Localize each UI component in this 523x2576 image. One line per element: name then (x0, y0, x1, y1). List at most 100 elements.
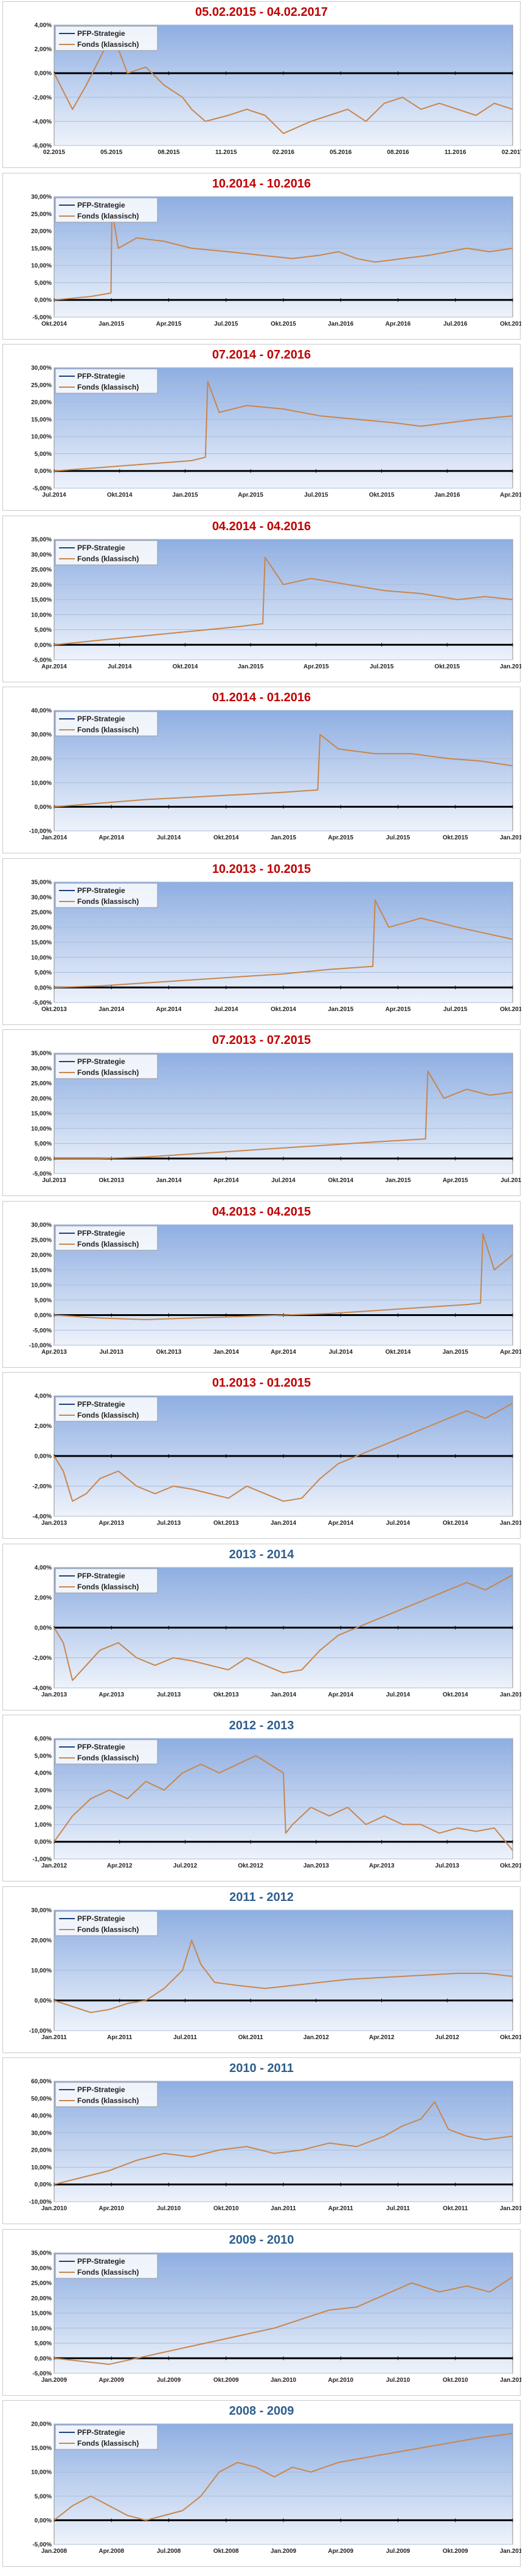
series-line-fund (54, 2101, 513, 2185)
x-tick-label: Jan.2016 (500, 835, 521, 841)
x-tick-label: Apr.2015 (500, 1349, 521, 1356)
chart-title: 07.2013 - 07.2015 (212, 1034, 311, 1047)
y-tick-label: -5,00% (32, 657, 52, 663)
x-tick-label: Jul.2013 (100, 1349, 124, 1356)
y-tick-label: -2,00% (32, 1483, 52, 1490)
x-tick-label: Apr.2008 (99, 2548, 124, 2555)
x-tick-label: Apr.2015 (443, 1177, 468, 1184)
x-tick-label: Jul.2015 (370, 663, 394, 670)
y-tick-label: 4,00% (35, 1564, 52, 1571)
legend-label-strategy: PFP-Strategie (77, 1400, 125, 1409)
y-tick-label: 0,00% (35, 804, 52, 811)
y-tick-label: 2,00% (35, 1423, 52, 1430)
series-line-fund (54, 1755, 513, 1851)
y-tick-label: 35,00% (31, 536, 52, 543)
y-tick-label: 0,00% (35, 2182, 52, 2188)
y-tick-label: 0,00% (35, 2518, 52, 2524)
chart-panel: 07.2014 - 07.2016 30,00% 25,00% 20,00% 15,00… (2, 344, 521, 511)
y-tick-label: 20,00% (31, 399, 52, 406)
legend-label-fund: Fonds (klassisch) (77, 555, 139, 563)
x-tick-label: Apr.2013 (99, 1520, 124, 1527)
x-tick-label: Jan.2015 (385, 1177, 411, 1184)
legend-label-strategy: PFP-Strategie (77, 2428, 125, 2437)
x-tick-label: Jul.2010 (157, 2205, 181, 2212)
chart-svg: 30,00% 25,00% 20,00% 15,00% 10,00% 5,00% 0,00%… (31, 194, 521, 327)
series-line-fund (54, 733, 513, 808)
y-tick-label: -6,00% (32, 143, 52, 150)
y-tick-label: 20,00% (31, 2421, 52, 2428)
chart-svg: 30,00% 20,00% 10,00% 0,00% -10,00%Jan.2011 Ap… (29, 1907, 521, 2041)
series-line-fund (54, 2276, 513, 2365)
x-tick-label: Jan.2010 (500, 2548, 521, 2555)
chart-panel: 2012 - 2013 6,00% 5,00% 4,00% 3,00% 2,00% 1,00… (2, 1715, 521, 1881)
x-tick-label: Jul.2013 (435, 1863, 460, 1869)
x-tick-label: Apr.2009 (99, 2377, 124, 2384)
x-tick-label: Apr.2015 (303, 663, 329, 670)
y-tick-label: -5,00% (32, 1171, 52, 1178)
x-tick-label: Apr.2015 (386, 1006, 411, 1013)
legend-label-strategy: PFP-Strategie (77, 201, 125, 209)
y-tick-label: 15,00% (31, 939, 52, 946)
y-tick-label: 10,00% (31, 434, 52, 441)
x-tick-label: Okt.2013 (213, 1520, 239, 1527)
x-tick-label: Okt.2014 (41, 321, 67, 327)
x-tick-label: Jan.2016 (500, 663, 521, 670)
y-tick-label: -10,00% (29, 1342, 52, 1349)
y-tick-label: 0,00% (35, 1454, 52, 1460)
x-tick-label: Jul.2016 (443, 321, 468, 327)
x-tick-label: Jul.2011 (386, 2205, 410, 2212)
x-tick-label: Jan.2012 (303, 2034, 330, 2041)
y-tick-label: 0,00% (35, 1625, 52, 1631)
chart-title: 2008 - 2009 (229, 2404, 294, 2418)
x-tick-label: Jul.2015 (443, 1006, 468, 1013)
x-tick-label: Jan.2009 (41, 2377, 68, 2384)
x-tick-label: Okt.2011 (238, 2034, 264, 2041)
x-tick-label: Jan.2011 (41, 2034, 67, 2041)
y-tick-label: 20,00% (31, 228, 52, 235)
series-line-fund (54, 1402, 513, 1502)
chart-title: 2012 - 2013 (229, 1719, 294, 1732)
y-tick-label: -2,00% (32, 94, 52, 101)
legend-box (55, 197, 158, 222)
y-tick-label: 0,00% (35, 71, 52, 77)
series-line-fund (54, 209, 513, 301)
y-tick-label: 20,00% (31, 581, 52, 588)
y-tick-label: 4,00% (35, 23, 52, 29)
x-tick-label: Okt.2014 (443, 1692, 468, 1698)
x-tick-label: Okt.2013 (500, 1863, 521, 1869)
y-tick-label: -1,00% (32, 1857, 52, 1863)
x-tick-label: Apr.2014 (328, 1520, 353, 1527)
chart-title: 2009 - 2010 (229, 2233, 294, 2247)
legend-box (55, 1739, 158, 1765)
y-tick-label: 30,00% (31, 1065, 52, 1072)
legend-box (55, 1054, 158, 1079)
x-tick-label: 08.2016 (387, 149, 409, 156)
chart-title: 2011 - 2012 (229, 1890, 294, 1904)
x-tick-label: Jan.2014 (271, 1520, 297, 1527)
x-tick-label: Jan.2013 (303, 1863, 330, 1869)
legend: PFP-Strategie Fonds (klassisch) (55, 1568, 158, 1593)
y-tick-label: 20,00% (31, 2147, 52, 2154)
y-tick-label: 0,00% (35, 984, 52, 991)
y-tick-label: -10,00% (29, 2028, 52, 2034)
chart-title: 2013 - 2014 (229, 1547, 294, 1561)
x-tick-label: 02.2015 (43, 149, 66, 156)
series-line-fund (54, 556, 513, 645)
y-tick-label: -2,00% (32, 1655, 52, 1662)
chart-title: 04.2014 - 04.2016 (212, 519, 311, 533)
y-tick-label: 0,00% (35, 1998, 52, 2004)
x-tick-label: Jul.2009 (386, 2548, 410, 2555)
y-tick-label: 10,00% (31, 780, 52, 786)
legend-label-strategy: PFP-Strategie (77, 1229, 125, 1237)
y-tick-label: 5,00% (35, 2340, 52, 2347)
x-tick-label: Jul.2013 (157, 1520, 181, 1527)
x-tick-label: Okt.2014 (173, 663, 198, 670)
legend: PFP-Strategie Fonds (klassisch) (55, 2082, 158, 2107)
y-tick-label: 25,00% (31, 382, 52, 389)
chart-title: 10.2014 - 10.2016 (212, 177, 311, 191)
y-tick-label: -5,00% (32, 486, 52, 492)
chart-svg: 4,00% 2,00% 0,00% -2,00% -4,00%Jan.2013 Apr.2… (32, 1564, 521, 1698)
x-tick-label: Jul.2014 (157, 835, 181, 841)
chart-title: 10.2013 - 10.2015 (212, 862, 311, 876)
y-tick-label: -5,00% (32, 314, 52, 321)
